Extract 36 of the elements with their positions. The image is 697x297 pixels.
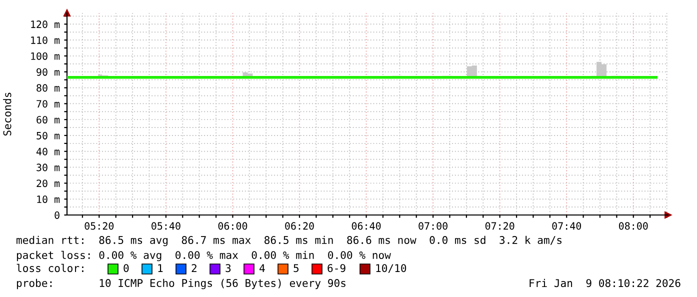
y-tick-label: 110 m [31, 36, 60, 44]
y-tick-label: 90 m [36, 68, 60, 76]
x-tick-label: 08:00 [618, 222, 648, 230]
x-tick-label: 06:00 [218, 222, 248, 230]
x-tick-label: 06:20 [285, 222, 314, 230]
x-tick-label: 07:40 [552, 222, 582, 230]
legend-label: 0 [124, 264, 129, 272]
y-tick-label: 120 m [31, 20, 60, 28]
y-tick-label: 30 m [36, 164, 60, 172]
y-tick-label: 70 m [36, 100, 60, 108]
legend-label: 4 [260, 264, 265, 272]
y-tick-label: 40 m [36, 148, 60, 156]
legend-label: 1 [158, 264, 163, 272]
legend-label: 6-9 [328, 264, 346, 272]
x-tick-label: 05:20 [84, 222, 114, 230]
text: median rtt: 86.5 ms avg 86.7 ms max 86.5 ms min 86.6 ms now 0.0 ms sd 3.2 k am/s [16, 236, 562, 246]
text: packet loss: 0.00 % avg 0.00 % max 0.00 % min 0.00 % now [16, 250, 391, 262]
y-axis-title: Seconds [3, 92, 12, 136]
y-tick-label: 60 m [36, 116, 60, 124]
y-tick-label: 100 m [31, 52, 60, 60]
y-tick-label: 80 m [36, 84, 60, 92]
legend-label: 2 [192, 264, 196, 272]
text: probe: 10 ICMP Echo Pings (56 Bytes) every 90s [16, 278, 346, 290]
y-tick-label: 50 m [36, 132, 60, 140]
x-tick-label: 07:00 [418, 222, 448, 230]
legend-title: loss color: [16, 264, 84, 272]
y-tick-label: 20 m [36, 180, 60, 188]
y-tick-label: 0 [54, 211, 60, 219]
y-tick-label: 10 m [37, 196, 60, 204]
legend-label: 10/10 [376, 264, 406, 273]
x-tick-label: 07:20 [485, 222, 514, 230]
x-tick-label: 05:40 [152, 222, 180, 230]
legend-label: 3 [226, 264, 231, 272]
legend-label: 5 [294, 264, 299, 272]
text: Fri Jan 9 08:10:22 2026 [530, 278, 680, 288]
x-tick-label: 06:40 [352, 222, 381, 230]
